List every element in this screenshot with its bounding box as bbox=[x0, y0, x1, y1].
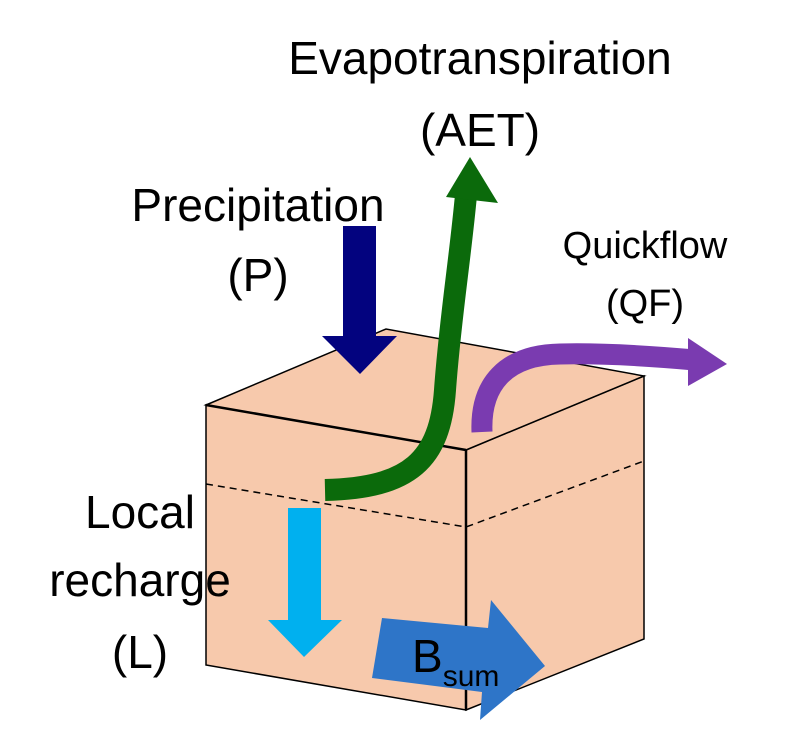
local-recharge-abbr-label: (L) bbox=[112, 626, 168, 678]
baseflow-label-subscript: sum bbox=[443, 660, 500, 693]
local-recharge-label-line2: recharge bbox=[49, 554, 231, 606]
quickflow-label: Quickflow bbox=[563, 225, 728, 267]
baseflow-label: Bsum bbox=[412, 630, 499, 693]
precipitation-abbr-label: (P) bbox=[227, 249, 288, 301]
evapotranspiration-label: Evapotranspiration bbox=[288, 32, 672, 84]
precipitation-label: Precipitation bbox=[131, 179, 384, 231]
quickflow-abbr-label: (QF) bbox=[606, 283, 684, 325]
evapotranspiration-abbr-label: (AET) bbox=[420, 104, 540, 156]
precipitation-arrow bbox=[322, 226, 397, 374]
quickflow-arrow bbox=[471, 338, 727, 433]
root-zone-boundary-line bbox=[205, 460, 645, 528]
evapotranspiration-arrow bbox=[324, 157, 498, 501]
baseflow-arrow bbox=[372, 600, 545, 720]
local-recharge-label-line1: Local bbox=[85, 486, 195, 538]
baseflow-label-main: B bbox=[412, 630, 443, 682]
local-recharge-arrow bbox=[268, 508, 342, 657]
